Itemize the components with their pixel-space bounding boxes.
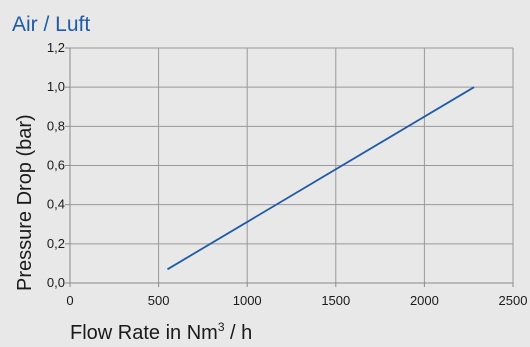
chart-title: Air / Luft — [12, 13, 90, 36]
series-layer — [167, 86, 475, 271]
x-tick-label: 2000 — [410, 293, 439, 308]
grid-layer — [70, 47, 514, 283]
x-tick-label: 1000 — [233, 293, 262, 308]
y-tick-label: 1,0 — [47, 79, 65, 94]
y-axis-label: Pressure Drop (bar) — [14, 114, 36, 291]
x-tick-label: 1500 — [321, 293, 350, 308]
y-tick-label: 0,0 — [47, 275, 65, 290]
series-line — [167, 86, 475, 271]
x-tick-label: 0 — [66, 293, 73, 308]
x-axis-label-superscript: 3 — [218, 320, 225, 334]
x-tick-label: 2500 — [499, 293, 528, 308]
y-tick-label: 0,2 — [47, 236, 65, 251]
axis-layer — [65, 47, 514, 287]
x-axis-label-main: Flow Rate in Nm — [70, 322, 218, 344]
x-axis-label-tail: / h — [225, 322, 253, 344]
x-axis-label: Flow Rate in Nm3 / h — [70, 320, 252, 344]
y-tick-label: 0,4 — [47, 197, 65, 212]
y-tick-label: 1,2 — [47, 40, 65, 55]
ticks-layer: 0,0 0,2 0,4 0,6 0,8 1,0 1,2 0 500 1000 1500 2000 250… — [47, 40, 528, 308]
y-tick-label: 0,8 — [47, 118, 65, 133]
x-tick-label: 500 — [148, 293, 170, 308]
y-tick-label: 0,6 — [47, 158, 65, 173]
